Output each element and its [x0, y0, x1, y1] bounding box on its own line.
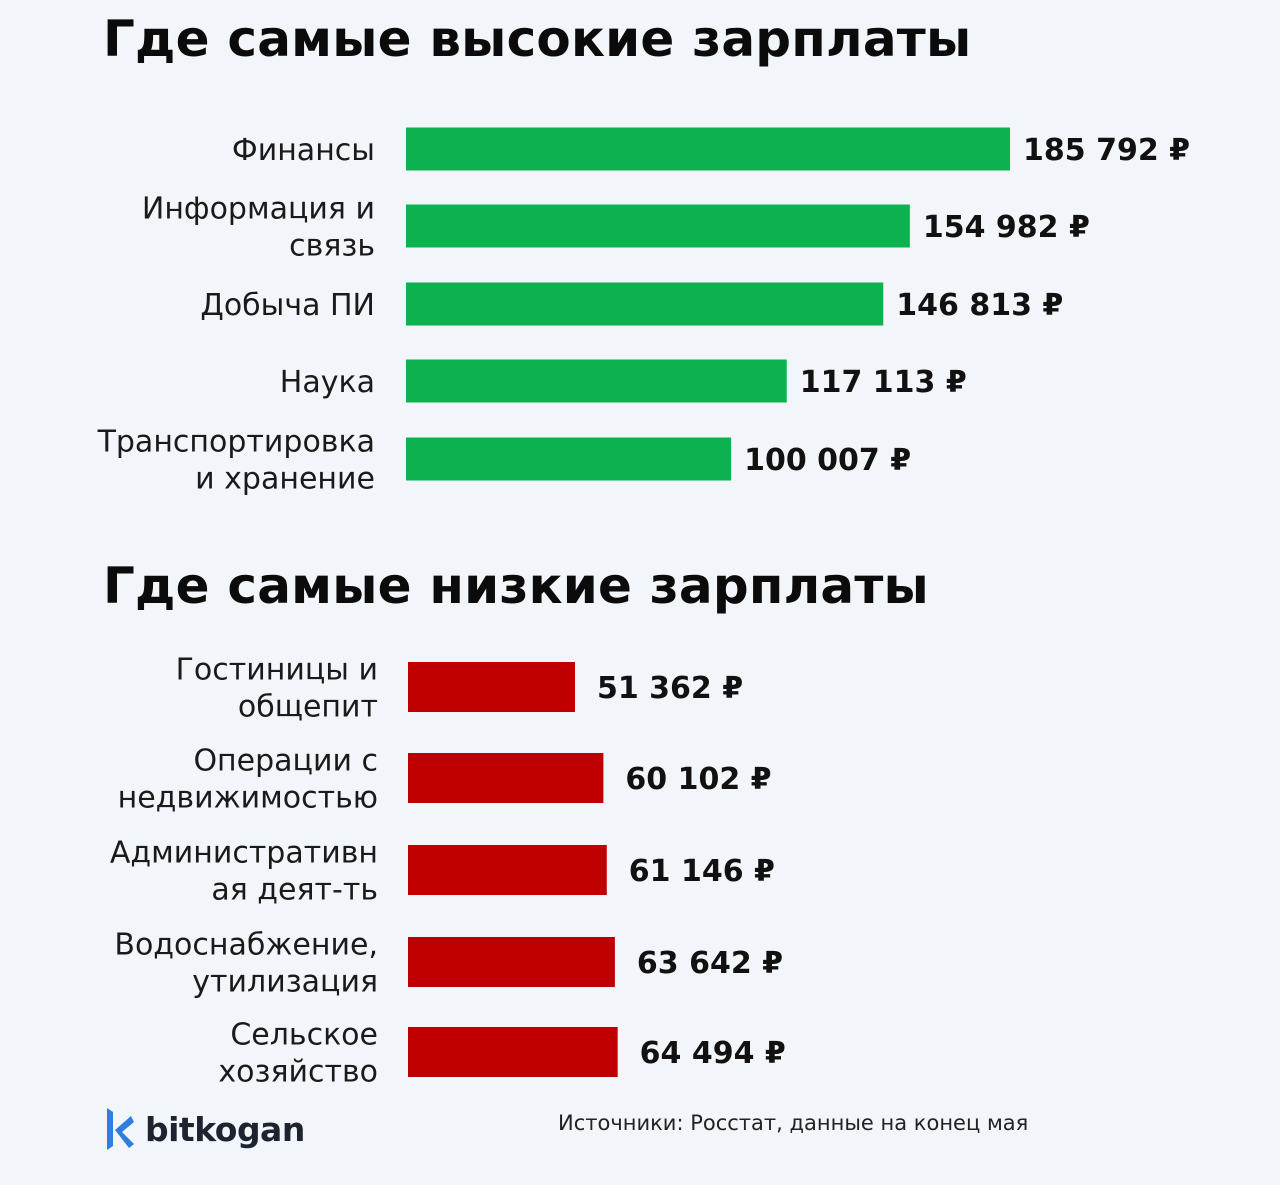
top-category-label-2-line-1: Информация и — [142, 192, 375, 227]
top-value-label-2: 154 982 ₽ — [923, 210, 1090, 245]
bottom-category-label-5-line-1: Сельское — [230, 1018, 378, 1053]
bitkogan-k-logo-icon — [107, 1108, 134, 1150]
top-value-label-5: 100 007 ₽ — [744, 443, 911, 478]
top-category-label-5-line-2: и хранение — [195, 462, 375, 497]
bottom-category-label-4: Водоснабжение, утилизация — [114, 928, 378, 1000]
top-category-label-5: Транспортировка и хранение — [97, 425, 375, 497]
bottom-value-label-3: 61 146 ₽ — [629, 854, 775, 889]
top-category-label-4-line-1: Наука — [280, 365, 375, 400]
bottom-category-label-4-line-1: Водоснабжение, — [114, 928, 378, 963]
bottom-category-label-1: Гостиницы и общепит — [176, 653, 378, 725]
top-category-label-1: Финансы — [232, 133, 375, 168]
bottom-bar-chart: 51 362 ₽ Гостиницы и общепит 60 102 ₽ Операц… — [110, 653, 786, 1090]
bottom-category-label-5-line-2: хозяйство — [218, 1055, 378, 1090]
top-category-label-3-line-1: Добыча ПИ — [200, 288, 375, 323]
bottom-value-label-5: 64 494 ₽ — [640, 1036, 786, 1071]
top-bar-3 — [406, 282, 884, 326]
bottom-category-label-5: Сельское хозяйство — [218, 1018, 378, 1090]
bottom-category-label-2: Операции с недвижимостью — [118, 744, 378, 816]
bottom-category-label-3: Административн ая деят-ть — [110, 836, 378, 908]
top-bar-4 — [406, 359, 787, 403]
bottom-bar-1 — [408, 662, 575, 712]
brand-name: bitkogan — [145, 1109, 305, 1149]
top-category-label-3: Добыча ПИ — [200, 288, 375, 323]
bottom-category-label-2-line-2: недвижимостью — [118, 781, 378, 816]
top-bar-2 — [406, 204, 910, 248]
brand-logo: bitkogan — [103, 1105, 305, 1153]
bottom-category-label-1-line-2: общепит — [238, 690, 378, 725]
bottom-category-label-4-line-2: утилизация — [192, 965, 378, 1000]
top-category-label-2: Информация и связь — [142, 192, 375, 264]
bottom-bar-2 — [408, 753, 604, 803]
bottom-value-label-1: 51 362 ₽ — [597, 671, 743, 706]
top-bar-1 — [406, 127, 1010, 171]
top-value-label-3: 146 813 ₽ — [896, 288, 1063, 323]
top-category-label-2-line-2: связь — [289, 229, 375, 264]
bottom-category-label-3-line-1: Административн — [110, 836, 378, 871]
top-bar-chart: 185 792 ₽ Финансы 154 982 ₽ Информация и свя… — [97, 127, 1190, 497]
top-category-label-4: Наука — [280, 365, 375, 400]
bottom-chart-title: Где самые низкие зарплаты — [103, 557, 929, 615]
bottom-value-label-2: 60 102 ₽ — [625, 762, 771, 797]
bottom-category-label-2-line-1: Операции с — [193, 744, 378, 779]
top-category-label-5-line-1: Транспортировка — [97, 425, 375, 460]
bottom-category-label-3-line-2: ая деят-ть — [211, 873, 378, 908]
bottom-category-label-1-line-1: Гостиницы и — [176, 653, 378, 688]
bottom-value-label-4: 63 642 ₽ — [637, 946, 783, 981]
source-note: Источники: Росстат, данные на конец мая — [558, 1111, 1029, 1135]
top-category-label-1-line-1: Финансы — [232, 133, 375, 168]
bottom-bar-3 — [408, 845, 607, 895]
top-chart-title: Где самые высокие зарплаты — [103, 10, 972, 68]
bottom-bar-4 — [408, 937, 615, 987]
top-value-label-4: 117 113 ₽ — [800, 365, 967, 400]
bottom-bar-5 — [408, 1027, 618, 1077]
top-bar-5 — [406, 437, 732, 481]
top-value-label-1: 185 792 ₽ — [1023, 133, 1190, 168]
